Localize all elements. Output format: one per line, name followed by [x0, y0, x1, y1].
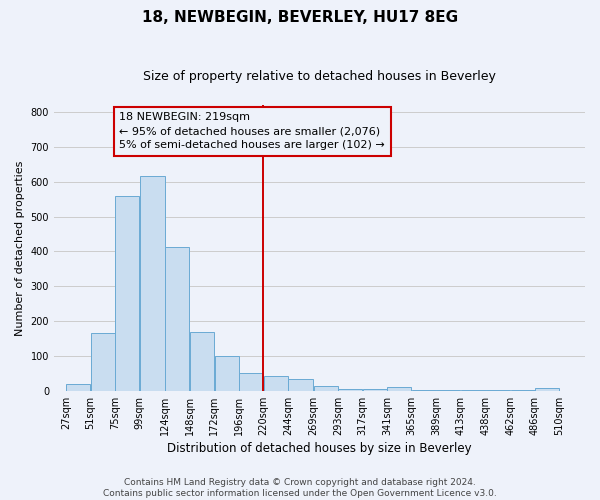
- Bar: [67, 384, 91, 391]
- Bar: [215, 356, 239, 391]
- Bar: [362, 389, 386, 391]
- Bar: [461, 390, 485, 391]
- Bar: [190, 332, 214, 391]
- Bar: [115, 196, 139, 391]
- Y-axis label: Number of detached properties: Number of detached properties: [15, 160, 25, 336]
- Bar: [239, 374, 263, 391]
- Bar: [166, 247, 190, 391]
- Bar: [436, 390, 460, 391]
- X-axis label: Distribution of detached houses by size in Beverley: Distribution of detached houses by size …: [167, 442, 472, 455]
- Bar: [314, 386, 338, 391]
- Bar: [338, 389, 362, 391]
- Text: 18 NEWBEGIN: 219sqm
← 95% of detached houses are smaller (2,076)
5% of semi-deta: 18 NEWBEGIN: 219sqm ← 95% of detached ho…: [119, 112, 385, 150]
- Bar: [263, 376, 287, 391]
- Bar: [486, 390, 510, 391]
- Bar: [140, 176, 165, 391]
- Text: Contains HM Land Registry data © Crown copyright and database right 2024.
Contai: Contains HM Land Registry data © Crown c…: [103, 478, 497, 498]
- Text: 18, NEWBEGIN, BEVERLEY, HU17 8EG: 18, NEWBEGIN, BEVERLEY, HU17 8EG: [142, 10, 458, 25]
- Title: Size of property relative to detached houses in Beverley: Size of property relative to detached ho…: [143, 70, 496, 83]
- Bar: [412, 390, 436, 391]
- Bar: [387, 388, 411, 391]
- Bar: [91, 334, 115, 391]
- Bar: [535, 388, 559, 391]
- Bar: [288, 378, 313, 391]
- Bar: [511, 390, 535, 391]
